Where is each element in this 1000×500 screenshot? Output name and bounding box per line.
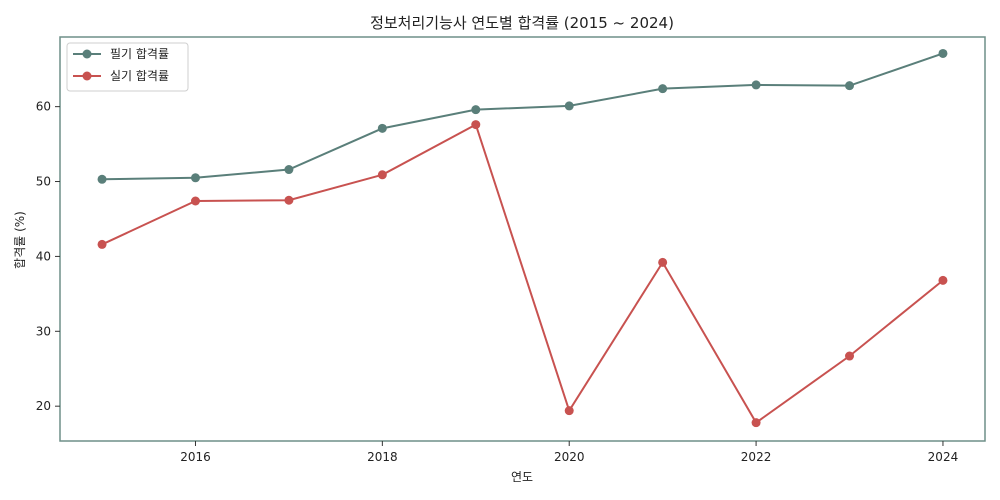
series-2 — [97, 120, 948, 428]
data-point — [751, 418, 761, 428]
data-point — [284, 165, 294, 175]
y-tick-label: 20 — [36, 399, 51, 413]
data-point — [938, 48, 948, 58]
x-tick-label: 2020 — [554, 450, 585, 464]
y-tick-label: 30 — [36, 324, 51, 338]
x-axis-label: 연도 — [511, 470, 533, 484]
series-line — [101, 123, 944, 425]
axes: 2016 2018 2020 2022 2024 20 30 40 50 60 — [36, 36, 986, 464]
legend-label: 필기 합격률 — [110, 47, 169, 61]
data-point — [471, 105, 481, 115]
data-point — [471, 120, 481, 130]
data-point — [190, 173, 200, 183]
legend-label: 실기 합격률 — [110, 69, 169, 83]
y-tick-label: 60 — [36, 100, 51, 114]
x-tick-label: 2018 — [367, 450, 398, 464]
chart-title: 정보처리기능사 연도별 합격률 (2015 ~ 2024) — [370, 14, 674, 32]
data-point — [377, 170, 387, 180]
data-point — [938, 275, 948, 285]
data-point — [751, 80, 761, 90]
y-axis-label: 합격률 (%) — [13, 211, 27, 269]
data-point — [845, 81, 855, 91]
data-point — [658, 257, 668, 267]
y-tick-label: 50 — [36, 175, 51, 189]
x-tick-label: 2016 — [180, 450, 211, 464]
legend-marker — [82, 71, 92, 81]
series-line — [102, 52, 944, 181]
data-point — [377, 123, 387, 133]
data-point — [284, 195, 294, 205]
data-point — [564, 406, 574, 416]
data-point — [97, 174, 107, 184]
legend-marker — [82, 49, 92, 59]
plot-frame — [59, 36, 986, 442]
data-point — [97, 239, 107, 249]
series-1 — [97, 48, 948, 184]
series-layer — [97, 48, 948, 428]
y-tick-label: 40 — [36, 249, 51, 263]
data-point — [190, 196, 200, 206]
x-tick-label: 2022 — [741, 450, 772, 464]
x-tick-label: 2024 — [928, 450, 959, 464]
data-point — [658, 84, 668, 94]
data-point — [564, 101, 574, 111]
data-point — [845, 351, 855, 361]
